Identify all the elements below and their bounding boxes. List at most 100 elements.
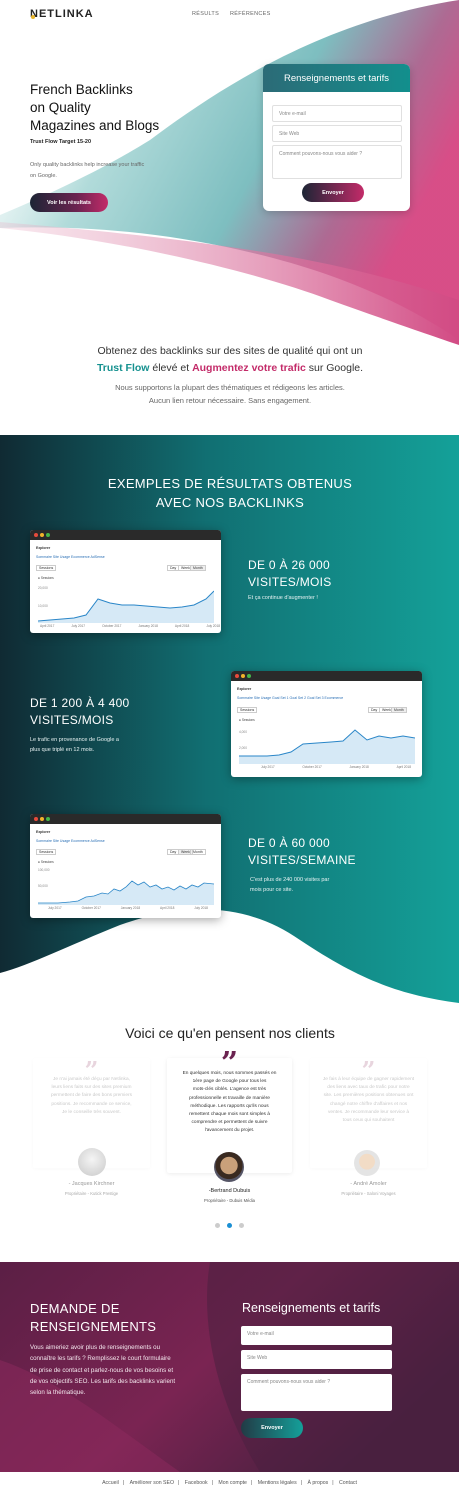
testimonial-line: méthodique. Les rapports qu'ils nous <box>190 1103 269 1109</box>
chart-legend: ● Sessions <box>38 576 54 580</box>
testimonial-line: mots-clés ciblés. L'agence est très <box>192 1087 267 1093</box>
hero-form-card: Renseignements et tarifs Votre e-mail Si… <box>263 64 410 211</box>
testimonial-line: tous ceux qui souhaitent <box>342 1118 395 1124</box>
carousel-dot[interactable] <box>215 1223 220 1228</box>
hero-website-field[interactable]: Site Web <box>272 125 402 142</box>
avatar <box>354 1150 380 1176</box>
results-title: EXEMPLES DE RÉSULTATS OBTENUS AVEC NOS B… <box>40 474 420 512</box>
hero-message-field[interactable]: Comment pouvons-nous vous aider ? <box>272 145 402 179</box>
footer-link-home[interactable]: Accueil <box>102 1480 119 1486</box>
x-tick: April 2018 <box>174 624 190 628</box>
hero-desc-line: on Google. <box>30 173 57 179</box>
testimonial-line: Je le conseille très souvent. <box>62 1109 121 1115</box>
testimonial-line: professionnelle et travaille de manière <box>189 1095 270 1101</box>
testimonial-line: 1ère page de Google pour tous les <box>192 1079 267 1085</box>
metric-select: Sessions <box>237 707 258 713</box>
result-2-desc: Le trafic en provenance de Google a plus… <box>30 735 119 755</box>
quote-icon: ” <box>361 1056 376 1085</box>
carousel-dot-active[interactable] <box>227 1223 232 1228</box>
x-tick: July 2017 <box>261 765 275 769</box>
testimonial-line: ventes. Je recommande leur service à <box>327 1109 410 1115</box>
analytics-tabs: Sommaire Site Usage Goal Set 1 Goal Set … <box>237 696 344 700</box>
x-axis-labels: April 2017 July 2017 October 2017 Januar… <box>40 624 220 628</box>
quote-icon: ” <box>220 1046 239 1081</box>
x-axis-labels: July 2017 October 2017 January 2018 Apri… <box>261 765 411 769</box>
footer-link-facebook[interactable]: Facebook <box>184 1480 208 1486</box>
maximize-dot-icon <box>46 533 50 537</box>
footer-link-seo[interactable]: Améliorer son SEO <box>129 1480 174 1486</box>
testimonial-role: Propriétaire - Kutick Prestige <box>64 1191 119 1196</box>
y-tick: 2,000 <box>239 746 247 750</box>
testimonial-line: leurs liens faits sur des sites premium <box>51 1085 132 1091</box>
result-title-line: VISITES/SEMAINE <box>248 853 356 867</box>
x-tick: October 2017 <box>302 765 322 769</box>
window-bar <box>231 671 422 681</box>
contact-description: Vous aimeriez avoir plus de renseignemen… <box>30 1342 205 1398</box>
footer-link-legal[interactable]: Mentions légales <box>257 1480 297 1486</box>
testimonial-line: comprendre et permettent de suivre <box>191 1120 268 1126</box>
maximize-dot-icon <box>247 674 251 678</box>
results-title-line: AVEC NOS BACKLINKS <box>155 495 305 510</box>
x-tick: April 2017 <box>40 624 55 628</box>
result-3-desc: C'est plus de 240 000 visites par mois p… <box>250 875 329 895</box>
avatar <box>78 1148 106 1176</box>
contact-title-line: RENSEIGNEMENTS <box>30 1319 157 1334</box>
footer-link-contact[interactable]: Contact <box>339 1480 357 1486</box>
result-title-line: VISITES/MOIS <box>248 575 332 589</box>
contact-title-line: DEMANDE DE <box>30 1301 120 1316</box>
contact-website-field[interactable]: Site Web <box>241 1350 392 1369</box>
nav-results[interactable]: RÉSULTS <box>192 11 220 17</box>
contact-form-title: Renseignements et tarifs <box>242 1301 381 1315</box>
hero-send-button[interactable]: Envoyer <box>302 183 364 202</box>
sessions-line-chart <box>38 880 214 905</box>
y-tick: 10,000 <box>38 604 48 608</box>
window-bar <box>30 814 221 824</box>
trust-flow-highlight: Trust Flow <box>96 362 150 374</box>
x-tick: July 2017 <box>48 906 62 910</box>
result-3-title: DE 0 À 60 000 VISITES/SEMAINE <box>248 835 356 869</box>
analytics-screenshot-3: Explorer Sommaire Site Usage Ecommerce A… <box>30 814 221 918</box>
result-title-line: DE 0 À 60 000 <box>248 836 330 850</box>
intro-line: Obtenez des backlinks sur des sites de q… <box>97 345 363 357</box>
x-tick: April 2018 <box>160 906 175 910</box>
intro-sub-line: Nous supportons la plupart des thématiqu… <box>115 383 345 392</box>
close-dot-icon <box>34 817 38 821</box>
testimonial-line: l'avancement du projet. <box>204 1128 255 1134</box>
hero-title-line: French Backlinks <box>30 82 133 97</box>
footer-link-about[interactable]: À propos <box>307 1480 329 1486</box>
nav-references[interactable]: RÉFÉRENCES <box>230 11 271 17</box>
minimize-dot-icon <box>40 533 44 537</box>
result-1-desc: Et ça continue d'augmenter ! <box>248 593 318 603</box>
testimonial-text: Je n'ai jamais été déçu par Netlinka, le… <box>39 1076 144 1117</box>
explorer-label: Explorer <box>36 830 51 834</box>
contact-message-field[interactable]: Comment pouvons-nous vous aider ? <box>241 1374 392 1411</box>
testimonial-name: -Bertrand Dubuis <box>208 1188 251 1194</box>
see-results-button[interactable]: Voir les résultats <box>30 193 108 212</box>
contact-send-button[interactable]: Envoyer <box>241 1418 303 1438</box>
legend-label: Sessions <box>40 576 54 580</box>
hero-title-line: Magazines and Blogs <box>30 118 160 133</box>
testimonial-line: Je n'ai jamais été déçu par Netlinka, <box>53 1077 130 1082</box>
result-title-line: DE 1 200 À 4 400 <box>30 696 130 710</box>
testimonial-line: positions. Je recommande ce service, <box>51 1101 132 1107</box>
y-tick: 100,000 <box>38 868 50 872</box>
logo[interactable]: NETLINKA <box>30 8 94 20</box>
footer-link-account[interactable]: Mon compte <box>218 1480 247 1486</box>
testimonial-card-3[interactable]: ” Je fais à leur équipe de gagner rapide… <box>310 1056 427 1168</box>
testimonial-role: Propriétaire - Saloni Voyages <box>341 1191 396 1196</box>
close-dot-icon <box>34 533 38 537</box>
intro-sub-line: Aucun lien retour nécessaire. Sans engag… <box>148 396 312 405</box>
hero-desc-line: Only quality backlinks help increase you… <box>30 162 145 168</box>
legend-label: Sessions <box>40 860 54 864</box>
carousel-dot[interactable] <box>239 1223 244 1228</box>
testimonial-line: changé notre chiffre d'affaires et nos <box>329 1101 408 1107</box>
testimonial-line: Je fais à leur équipe de gagner rapideme… <box>322 1077 415 1082</box>
contact-desc-line: selon la thématique. <box>30 1389 86 1397</box>
testimonial-line: remettent chaque mois sont simples à <box>189 1112 270 1118</box>
contact-email-field[interactable]: Votre e-mail <box>241 1326 392 1345</box>
hero-email-field[interactable]: Votre e-mail <box>272 105 402 122</box>
sessions-line-chart <box>38 590 214 623</box>
testimonial-line: des liens avec taux de trafic pour notre <box>327 1085 410 1091</box>
result-title-line: VISITES/MOIS <box>30 713 114 727</box>
